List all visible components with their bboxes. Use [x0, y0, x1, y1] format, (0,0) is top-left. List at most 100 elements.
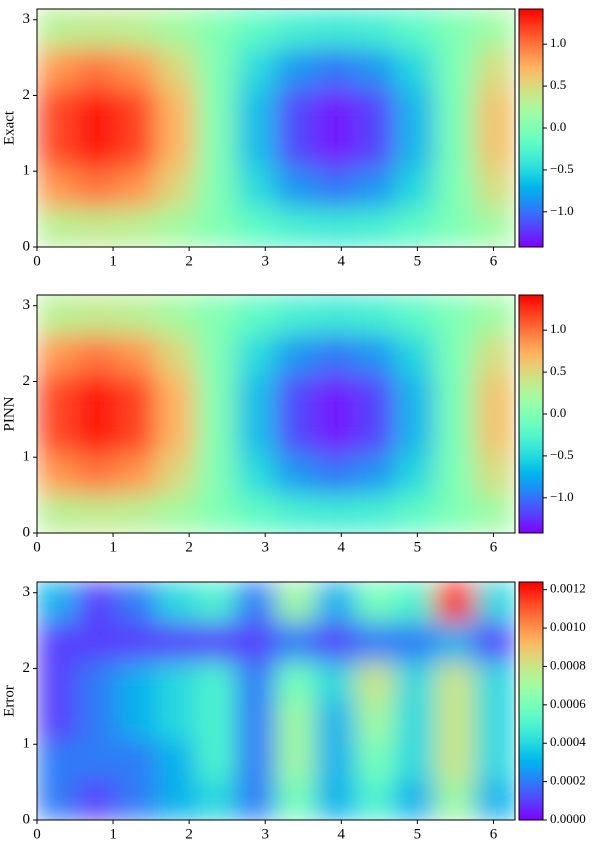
heatmap-cell — [76, 700, 118, 742]
y-tick-label: 1 — [23, 163, 31, 179]
heatmap-cell — [315, 334, 357, 375]
y-axis-label: PINN — [1, 396, 17, 431]
y-tick-label: 3 — [23, 584, 31, 600]
x-tick-label: 2 — [185, 253, 193, 269]
heatmap-cell — [156, 9, 197, 50]
x-tick-label: 0 — [33, 539, 41, 555]
heatmap-cell — [37, 373, 78, 415]
heatmap-cell — [275, 167, 317, 208]
heatmap-cell — [434, 779, 476, 820]
heatmap-cell — [156, 453, 197, 494]
heatmap-cell — [195, 453, 237, 494]
heatmap-cell — [395, 167, 436, 208]
heatmap-cell — [195, 295, 237, 336]
heatmap-cell — [275, 700, 317, 742]
heatmap-cell — [275, 87, 317, 129]
heatmap-cell — [195, 373, 237, 415]
heatmap-cell — [275, 582, 317, 623]
x-tick-label: 3 — [261, 253, 269, 269]
heatmap-cell — [315, 740, 357, 781]
heatmap-cell — [275, 660, 317, 702]
heatmap-cell — [195, 87, 237, 129]
heatmap-cell — [76, 48, 118, 89]
heatmap-cell — [195, 660, 237, 702]
plot-frame — [36, 581, 516, 821]
heatmap-cell — [37, 779, 78, 820]
heatmap-panel — [37, 9, 515, 247]
colorbar-tick-label: 0.5 — [550, 363, 566, 378]
heatmap-cells — [37, 295, 515, 533]
heatmap-cell — [434, 582, 476, 623]
colorbar-tick-label: 0.0010 — [550, 619, 586, 634]
heatmap-cell — [235, 206, 277, 247]
colorbar-tick-label: −1.0 — [550, 489, 574, 504]
heatmap-cells — [37, 582, 515, 820]
heatmap-cell — [76, 373, 118, 415]
heatmap-cell — [355, 492, 396, 533]
heatmap-cell — [156, 206, 197, 247]
heatmap-cell — [355, 48, 396, 89]
heatmap-cell — [235, 660, 277, 702]
heatmap-cell — [116, 413, 157, 455]
heatmap-cell — [395, 413, 436, 455]
heatmap-cell — [76, 9, 118, 50]
heatmap-cell — [474, 87, 515, 129]
heatmap-cell — [395, 582, 436, 623]
y-tick-label: 0 — [23, 811, 31, 827]
heatmap-cell — [37, 206, 78, 247]
heatmap-cell — [275, 48, 317, 89]
heatmap-cell — [235, 334, 277, 375]
heatmap-cell — [355, 621, 396, 662]
y-tick-label: 2 — [23, 87, 31, 103]
heatmap-cell — [195, 334, 237, 375]
heatmap-cell — [474, 660, 515, 702]
heatmap-cell — [395, 779, 436, 820]
heatmap-cell — [76, 660, 118, 702]
heatmap-cell — [315, 48, 357, 89]
heatmap-cell — [37, 700, 78, 742]
y-tick-label: 3 — [23, 11, 31, 27]
heatmap-cell — [355, 295, 396, 336]
heatmap-cell — [37, 492, 78, 533]
x-tick-label: 6 — [490, 539, 498, 555]
heatmap-cell — [275, 334, 317, 375]
heatmap-cell — [195, 700, 237, 742]
heatmap-cell — [235, 453, 277, 494]
heatmap-cell — [275, 740, 317, 781]
heatmap-cell — [116, 127, 157, 169]
heatmap-cell — [235, 48, 277, 89]
y-axis-label: Exact — [1, 110, 17, 145]
heatmap-cell — [355, 127, 396, 169]
x-tick-label: 3 — [261, 539, 269, 555]
heatmap-cell — [355, 373, 396, 415]
heatmap-cell — [395, 334, 436, 375]
colorbar-tick-label: −0.5 — [550, 161, 574, 176]
colorbar-tick-label: 0.0012 — [550, 581, 586, 596]
heatmap-cell — [116, 9, 157, 50]
heatmap-cell — [395, 492, 436, 533]
heatmap-cell — [235, 373, 277, 415]
x-tick-label: 3 — [261, 826, 269, 842]
heatmap-cell — [474, 453, 515, 494]
heatmap-cell — [474, 413, 515, 455]
heatmap-cell — [235, 9, 277, 50]
x-tick-label: 5 — [414, 253, 422, 269]
x-tick-label: 1 — [109, 539, 117, 555]
y-tick-label: 1 — [23, 736, 31, 752]
heatmap-cell — [474, 127, 515, 169]
heatmap-cell — [315, 9, 357, 50]
heatmap-cell — [355, 582, 396, 623]
heatmap-cell — [315, 492, 357, 533]
heatmap-cell — [195, 167, 237, 208]
heatmap-cell — [37, 453, 78, 494]
heatmap-cell — [355, 413, 396, 455]
heatmap-cell — [76, 621, 118, 662]
heatmap-cell — [474, 9, 515, 50]
heatmap-cell — [355, 700, 396, 742]
colorbar-tick-label: 0.0008 — [550, 657, 586, 672]
colorbar-tick-label: 0.0 — [550, 405, 566, 420]
heatmap-cell — [235, 413, 277, 455]
heatmap-cell — [76, 127, 118, 169]
heatmap-cell — [395, 700, 436, 742]
x-tick-label: 4 — [338, 826, 346, 842]
